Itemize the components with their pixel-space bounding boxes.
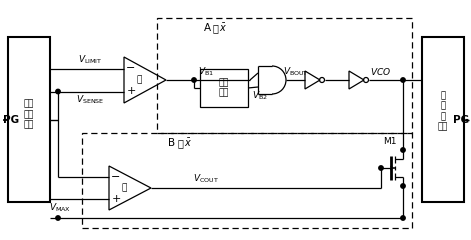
Bar [157,18,412,133]
Circle shape [401,184,405,188]
Circle shape [56,216,60,220]
Text: $V_{\rm MAX}$: $V_{\rm MAX}$ [49,201,71,214]
Text: A: A [203,23,211,33]
Text: −: − [126,64,136,73]
Text: $\bar{x}$: $\bar{x}$ [184,137,192,149]
Text: 区: 区 [177,138,183,148]
Circle shape [401,148,405,152]
Text: $V_{\rm B2}$: $V_{\rm B2}$ [252,90,268,102]
Text: $\bar{x}$: $\bar{x}$ [219,22,227,34]
Circle shape [401,216,405,220]
Text: M1: M1 [383,137,397,146]
Bar [200,69,248,107]
Text: 甲: 甲 [136,76,142,84]
Text: +: + [126,86,136,96]
Circle shape [56,89,60,94]
Bar [422,37,464,202]
Circle shape [379,166,383,170]
Text: $V_{\rm COUT}$: $V_{\rm COUT}$ [193,173,219,185]
Text: +: + [111,194,121,204]
Text: −: − [111,172,121,182]
Text: 区: 区 [212,23,218,33]
Bar [82,133,412,228]
Text: 电流
感应
电路: 电流 感应 电路 [24,100,34,129]
Text: 乙: 乙 [122,184,127,192]
Text: 输
出
级
电路: 输 出 级 电路 [438,91,448,132]
Text: $VCO$: $VCO$ [370,66,391,77]
Text: $V_{\rm BOUT}$: $V_{\rm BOUT}$ [283,66,309,78]
Text: PG: PG [3,115,19,125]
Text: $V_{\rm LIMIT}$: $V_{\rm LIMIT}$ [78,54,102,66]
Text: PG: PG [453,115,469,125]
Circle shape [401,78,405,82]
Text: 延时
电路: 延时 电路 [219,78,229,98]
Text: B: B [169,138,176,148]
Text: $V_{\rm B1}$: $V_{\rm B1}$ [198,66,214,78]
Circle shape [192,78,196,82]
Bar [8,37,50,202]
Text: $V_{\rm SENSE}$: $V_{\rm SENSE}$ [76,94,104,106]
